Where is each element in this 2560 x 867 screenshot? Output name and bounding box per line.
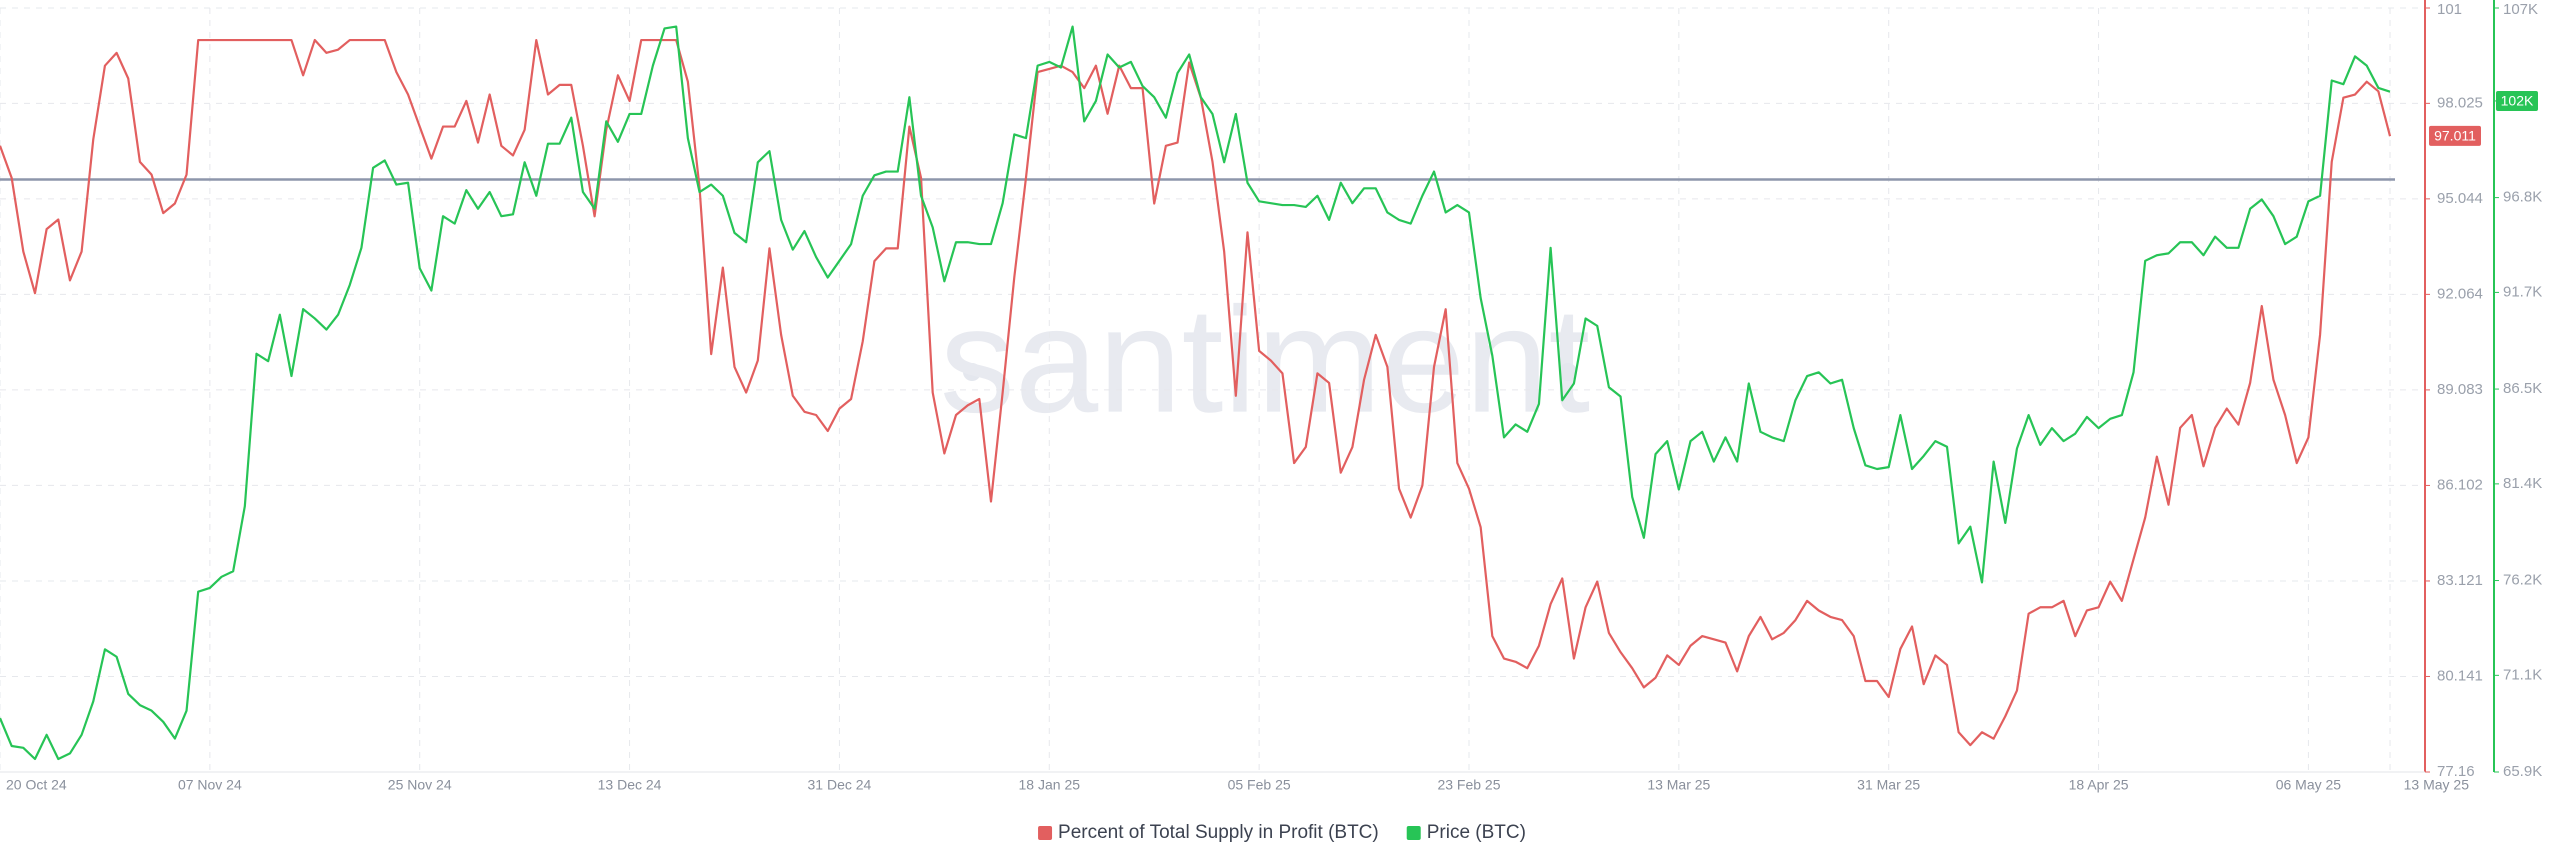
legend-item: Percent of Total Supply in Profit (BTC) (1038, 822, 1379, 843)
legend-label: Price (BTC) (1427, 822, 1526, 843)
x-tick-label: 20 Oct 24 (6, 777, 67, 793)
y2-tick-label: 81.4K (2503, 475, 2542, 492)
x-tick-label: 25 Nov 24 (388, 777, 452, 793)
y-tick-label: 83.121 (2437, 572, 2483, 589)
legend-swatch (1038, 826, 1053, 840)
y-tick-label: 95.044 (2437, 190, 2483, 207)
y-tick-label: 89.083 (2437, 381, 2483, 398)
x-tick-label: 13 Mar 25 (1647, 777, 1710, 793)
x-tick-label: 31 Mar 25 (1857, 777, 1920, 793)
y2-tick-label: 86.5K (2503, 380, 2542, 397)
last-value-label: 102K (2501, 93, 2534, 109)
y-tick-label: 92.064 (2437, 285, 2483, 302)
x-tick-label: 31 Dec 24 (808, 777, 872, 793)
y-tick-label: 80.141 (2437, 667, 2483, 684)
series-line (0, 38, 2392, 747)
watermark-dot (963, 363, 981, 381)
y2-tick-label: 107K (2503, 1, 2538, 18)
y-tick-label: 77.16 (2437, 763, 2475, 780)
y2-tick-label: 65.9K (2503, 763, 2542, 780)
x-tick-label: 18 Apr 25 (2069, 777, 2129, 793)
y-tick-label: 98.025 (2437, 94, 2483, 111)
axes: 20 Oct 24 07 Nov 24 25 Nov 24 13 Dec 24 31 D… (0, 0, 2542, 793)
x-tick-label: 06 May 25 (2276, 777, 2342, 793)
x-tick-label: 18 Jan 25 (1019, 777, 1081, 793)
y2-tick-label: 91.7K (2503, 283, 2542, 300)
x-tick-label: 23 Feb 25 (1437, 777, 1500, 793)
y-tick-label: 101 (2437, 1, 2462, 18)
last-value-label: 97.011 (2434, 128, 2476, 144)
legend-label: Percent of Total Supply in Profit (BTC) (1058, 822, 1379, 843)
watermark-dot (1559, 363, 1577, 381)
grid (0, 7, 2425, 773)
legend-item: Price (BTC) (1406, 822, 1526, 843)
x-tick-label: 13 May 25 (2404, 777, 2470, 793)
y2-tick-label: 76.2K (2503, 572, 2542, 589)
last-value-badge (2429, 125, 2481, 146)
series-line (0, 25, 2391, 761)
last-value-badge (2496, 90, 2538, 111)
legend-swatch (1406, 826, 1421, 840)
y-tick-label: 86.102 (2437, 476, 2483, 493)
y2-tick-label: 71.1K (2503, 666, 2542, 683)
x-tick-label: 07 Nov 24 (178, 777, 242, 793)
x-tick-label: 13 Dec 24 (598, 777, 662, 793)
x-tick-label: 05 Feb 25 (1228, 777, 1291, 793)
plot (0, 25, 2395, 761)
y2-tick-label: 96.8K (2503, 189, 2542, 206)
legend: Percent of Total Supply in Profit (BTC) P… (1038, 822, 1526, 843)
